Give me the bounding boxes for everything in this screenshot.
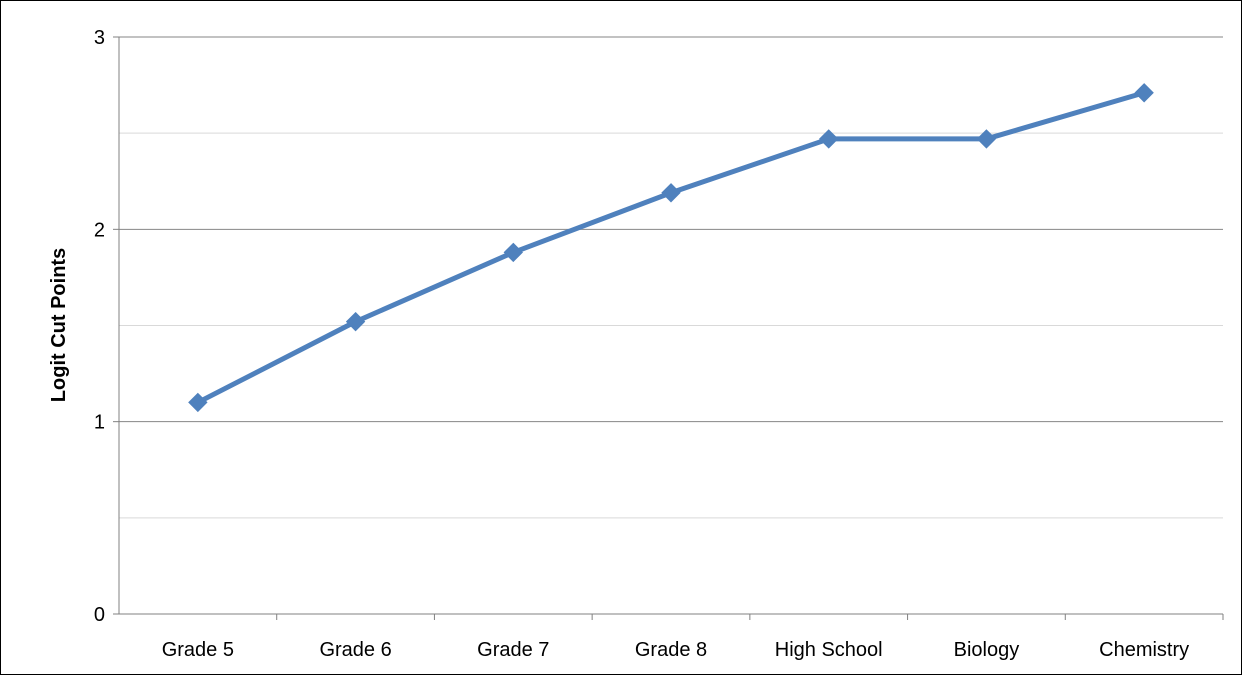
data-point-marker [345, 311, 366, 332]
data-point-marker [503, 242, 523, 263]
y-tick-label: 3 [94, 27, 105, 49]
x-tick-label: High School [775, 639, 883, 661]
data-point-marker [819, 129, 839, 149]
series-group [188, 83, 1154, 413]
x-tick-label: Grade 7 [477, 639, 549, 661]
x-tick-labels: Grade 5 Grade 6 Grade 7 Grade 8 High School B… [162, 614, 1224, 661]
y-tick-label: 1 [94, 412, 105, 434]
data-point-marker [661, 183, 681, 203]
x-tick-label: Grade 8 [635, 639, 707, 661]
series-line [195, 90, 1147, 405]
gridlines [119, 36, 1223, 519]
x-tick-label: Chemistry [1099, 639, 1189, 661]
x-tick-label: Biology [954, 639, 1020, 661]
data-point-marker [188, 392, 208, 413]
axes [118, 37, 1223, 615]
y-tick-labels: 0 1 2 3 [94, 27, 119, 626]
x-tick-label: Grade 6 [319, 639, 391, 661]
y-tick-label: 2 [94, 219, 105, 241]
data-point-marker [976, 129, 997, 149]
y-tick-label: 0 [94, 604, 105, 626]
x-tick-label: Grade 5 [162, 639, 234, 661]
data-point-marker [1134, 83, 1154, 103]
y-axis-title: Logit Cut Points [48, 248, 70, 402]
